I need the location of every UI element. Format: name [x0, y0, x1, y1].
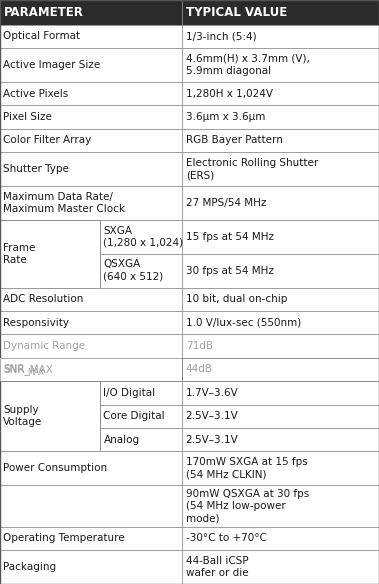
Bar: [182, 527, 379, 550]
Bar: [182, 358, 379, 381]
Bar: [100, 220, 182, 253]
Bar: [182, 186, 379, 220]
Bar: [0, 48, 182, 82]
Bar: [182, 405, 379, 428]
Bar: [0, 128, 182, 152]
Bar: [182, 288, 379, 311]
Text: 71dB: 71dB: [186, 341, 213, 351]
Bar: [100, 405, 182, 428]
Text: Shutter Type: Shutter Type: [3, 164, 69, 174]
Bar: [182, 381, 379, 405]
Bar: [182, 82, 379, 105]
Text: ADC Resolution: ADC Resolution: [3, 294, 83, 304]
Bar: [0, 186, 182, 220]
Text: 15 fps at 54 MHz: 15 fps at 54 MHz: [186, 232, 274, 242]
Text: Maximum Data Rate/
Maximum Master Clock: Maximum Data Rate/ Maximum Master Clock: [3, 192, 125, 214]
Text: 44dB: 44dB: [186, 364, 213, 374]
Bar: [0, 220, 100, 288]
Bar: [0, 381, 100, 451]
Bar: [0, 82, 182, 105]
Bar: [0, 152, 182, 186]
Bar: [0, 527, 182, 550]
Bar: [182, 550, 379, 584]
Text: Active Pixels: Active Pixels: [3, 89, 68, 99]
Text: Power Consumption: Power Consumption: [3, 463, 107, 473]
Text: 44-Ball iCSP
wafer or die: 44-Ball iCSP wafer or die: [186, 556, 248, 578]
Text: 27 MPS/54 MHz: 27 MPS/54 MHz: [186, 198, 266, 208]
Text: 30 fps at 54 MHz: 30 fps at 54 MHz: [186, 266, 274, 276]
Text: SNR: SNR: [3, 364, 25, 374]
Text: 1,280H x 1,024V: 1,280H x 1,024V: [186, 89, 273, 99]
Text: Core Digital: Core Digital: [103, 411, 165, 421]
Bar: [182, 428, 379, 451]
Bar: [100, 253, 182, 288]
Text: SNR_MAX: SNR_MAX: [3, 364, 53, 375]
Text: MAX: MAX: [27, 369, 44, 377]
Text: Analog: Analog: [103, 434, 139, 444]
Bar: [0, 25, 182, 48]
Bar: [182, 25, 379, 48]
Text: Color Filter Array: Color Filter Array: [3, 135, 91, 145]
Bar: [100, 428, 182, 451]
Bar: [182, 358, 379, 381]
Text: 3.6μm x 3.6μm: 3.6μm x 3.6μm: [186, 112, 265, 122]
Bar: [182, 105, 379, 128]
Bar: [182, 48, 379, 82]
Bar: [0, 451, 182, 485]
Text: QSXGA
(640 x 512): QSXGA (640 x 512): [103, 259, 164, 282]
Bar: [182, 485, 379, 527]
Text: Packaging: Packaging: [3, 562, 56, 572]
Bar: [0, 311, 182, 335]
Bar: [0, 358, 182, 381]
Bar: [0, 288, 182, 311]
Text: SXGA
(1,280 x 1,024): SXGA (1,280 x 1,024): [103, 225, 183, 248]
Text: 1.0 V/lux-sec (550nm): 1.0 V/lux-sec (550nm): [186, 318, 301, 328]
Text: 1/3-inch (5:4): 1/3-inch (5:4): [186, 31, 256, 41]
Text: TYPICAL VALUE: TYPICAL VALUE: [186, 6, 287, 19]
Bar: [0, 335, 182, 358]
Bar: [0, 358, 182, 381]
Bar: [0, 381, 100, 451]
Text: 1.7V–3.6V: 1.7V–3.6V: [186, 388, 238, 398]
Bar: [182, 128, 379, 152]
Text: Frame
Rate: Frame Rate: [3, 242, 35, 265]
Bar: [0, 0, 182, 25]
Text: Active Imager Size: Active Imager Size: [3, 60, 100, 70]
Text: Electronic Rolling Shutter
(ERS): Electronic Rolling Shutter (ERS): [186, 158, 318, 180]
Text: Operating Temperature: Operating Temperature: [3, 533, 125, 543]
Text: PARAMETER: PARAMETER: [4, 6, 84, 19]
Bar: [100, 381, 182, 405]
Bar: [182, 152, 379, 186]
Bar: [0, 485, 182, 527]
Text: 10 bit, dual on-chip: 10 bit, dual on-chip: [186, 294, 287, 304]
Text: RGB Bayer Pattern: RGB Bayer Pattern: [186, 135, 283, 145]
Bar: [182, 253, 379, 288]
Text: 2.5V–3.1V: 2.5V–3.1V: [186, 411, 238, 421]
Text: Pixel Size: Pixel Size: [3, 112, 52, 122]
Text: Dynamic Range: Dynamic Range: [3, 341, 85, 351]
Text: Optical Format: Optical Format: [3, 31, 80, 41]
Bar: [182, 335, 379, 358]
Bar: [182, 220, 379, 253]
Text: 170mW SXGA at 15 fps
(54 MHz CLKIN): 170mW SXGA at 15 fps (54 MHz CLKIN): [186, 457, 307, 479]
Text: I/O Digital: I/O Digital: [103, 388, 156, 398]
Bar: [182, 0, 379, 25]
Text: -30°C to +70°C: -30°C to +70°C: [186, 533, 266, 543]
Text: 2.5V–3.1V: 2.5V–3.1V: [186, 434, 238, 444]
Bar: [0, 550, 182, 584]
Bar: [182, 311, 379, 335]
Bar: [0, 105, 182, 128]
Text: 4.6mm(H) x 3.7mm (V),
5.9mm diagonal: 4.6mm(H) x 3.7mm (V), 5.9mm diagonal: [186, 54, 310, 76]
Bar: [0, 220, 100, 288]
Text: Responsivity: Responsivity: [3, 318, 69, 328]
Bar: [0, 358, 182, 381]
Text: 90mW QSXGA at 30 fps
(54 MHz low-power
mode): 90mW QSXGA at 30 fps (54 MHz low-power m…: [186, 489, 309, 523]
Bar: [182, 451, 379, 485]
Text: Supply
Voltage: Supply Voltage: [3, 405, 42, 427]
